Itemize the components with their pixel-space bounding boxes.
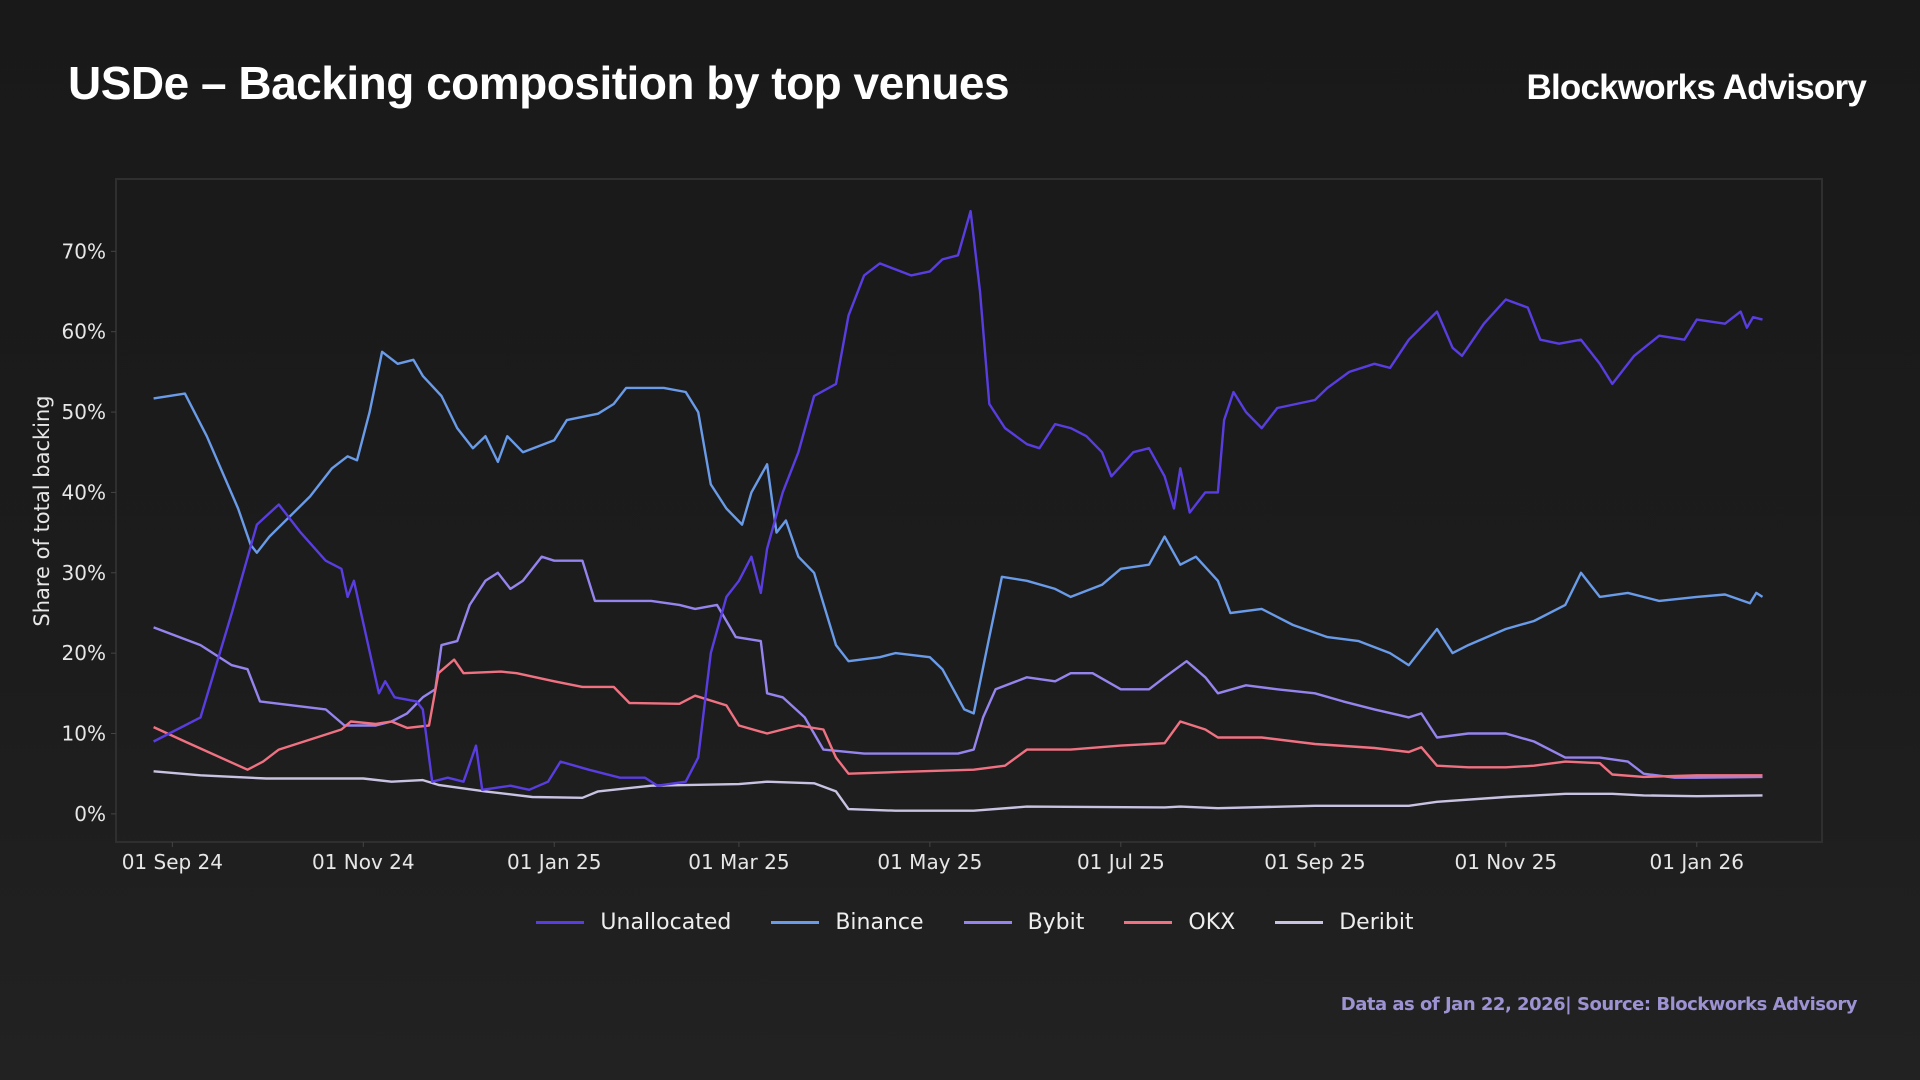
x-tick-label: 01 Sep 25: [1264, 850, 1365, 874]
legend-item-deribit: Deribit: [1275, 910, 1414, 935]
chart-title: USDe – Backing composition by top venues: [68, 57, 1010, 109]
y-tick-label: 60%: [62, 320, 106, 344]
legend-label: Unallocated: [600, 910, 732, 935]
x-tick-label: 01 Nov 24: [312, 850, 415, 874]
legend-swatch: [771, 921, 820, 924]
legend-label: Binance: [835, 910, 924, 935]
series-line-bybit: [153, 555, 1763, 779]
legend-item-bybit: Bybit: [963, 910, 1085, 935]
plot-area: [115, 178, 1823, 843]
series-line-okx: [153, 658, 1763, 779]
x-tick-label: 01 Jan 25: [507, 850, 601, 874]
y-tick-label: 30%: [62, 561, 106, 585]
legend-label: Bybit: [1027, 910, 1085, 935]
legend-swatch: [536, 921, 585, 924]
x-tick-label: 01 Jan 26: [1650, 850, 1744, 874]
x-tick-label: 01 May 25: [877, 850, 982, 874]
y-tick-label: 70%: [62, 239, 106, 263]
source-note: Data as of Jan 22, 2026| Source: Blockwo…: [1340, 994, 1858, 1015]
legend-item-okx: OKX: [1124, 910, 1235, 935]
legend-label: Deribit: [1339, 910, 1414, 935]
series-line-deribit: [153, 770, 1763, 812]
x-tick-label: 01 Jul 25: [1077, 850, 1165, 874]
legend: Unallocated Binance Bybit OKX Deribit: [0, 910, 1920, 935]
legend-item-binance: Binance: [771, 910, 924, 935]
series-line-binance: [153, 350, 1764, 715]
y-tick-label: 50%: [62, 400, 106, 424]
legend-item-unallocated: Unallocated: [536, 910, 731, 935]
x-tick-label: 01 Nov 25: [1455, 850, 1558, 874]
y-tick-label: 40%: [62, 480, 106, 504]
y-tick-label: 0%: [74, 802, 106, 826]
y-axis-label: Share of total backing: [30, 395, 54, 626]
y-tick-label: 10%: [62, 722, 106, 746]
y-tick-label: 20%: [62, 641, 106, 665]
legend-label: OKX: [1188, 910, 1236, 935]
legend-swatch: [1124, 921, 1173, 924]
legend-swatch: [963, 921, 1012, 924]
x-tick-label: 01 Sep 24: [122, 850, 223, 874]
x-tick-label: 01 Mar 25: [688, 850, 789, 874]
brand-logo: Blockworks Advisory: [1526, 68, 1867, 107]
series-line-unallocated: [153, 209, 1763, 791]
legend-swatch: [1275, 921, 1324, 924]
